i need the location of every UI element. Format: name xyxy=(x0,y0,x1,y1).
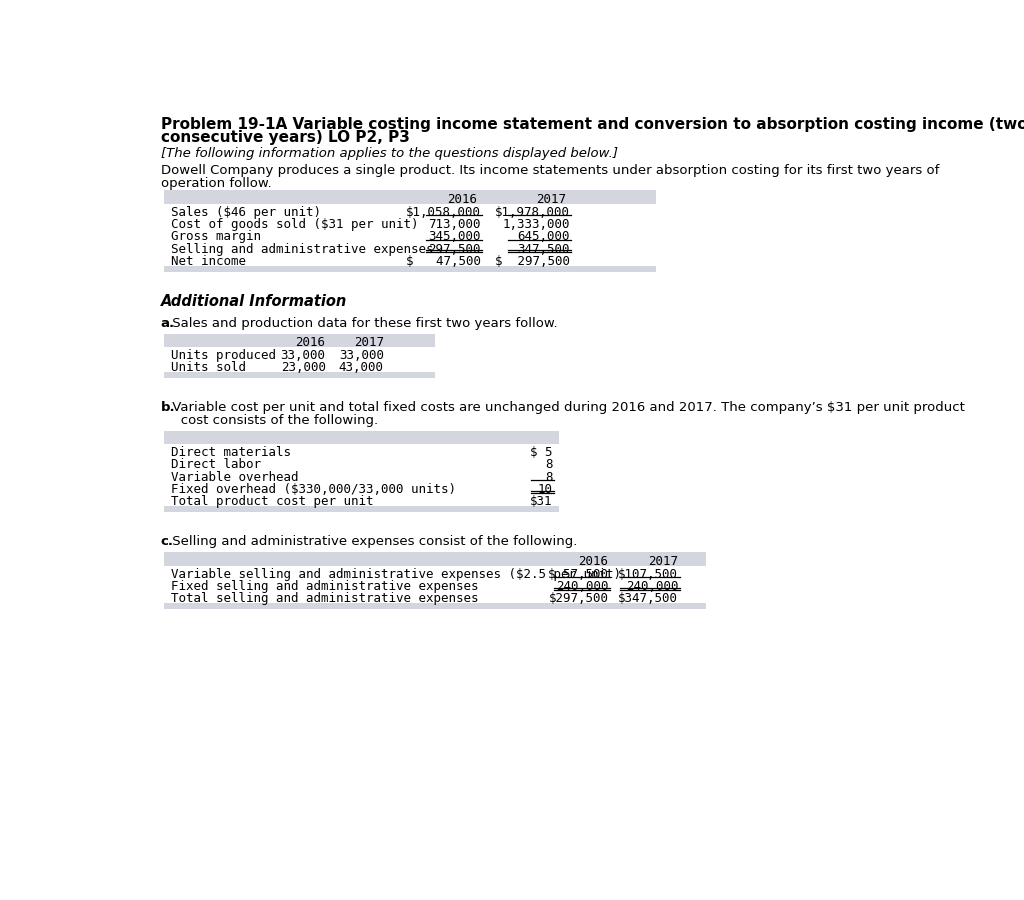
Text: 8: 8 xyxy=(545,471,553,483)
Text: $ 57,500: $ 57,500 xyxy=(549,568,608,580)
Text: $297,500: $297,500 xyxy=(549,592,608,606)
Text: 2017: 2017 xyxy=(648,554,678,568)
Text: 297,500: 297,500 xyxy=(428,243,480,256)
Text: $ 5: $ 5 xyxy=(530,446,553,459)
Bar xyxy=(164,430,559,445)
Bar xyxy=(164,360,435,372)
Text: Direct labor: Direct labor xyxy=(171,458,261,472)
Text: Sales and production data for these first two years follow.: Sales and production data for these firs… xyxy=(168,317,558,329)
Text: consecutive years) LO P2, P3: consecutive years) LO P2, P3 xyxy=(161,130,410,145)
Text: 240,000: 240,000 xyxy=(626,580,678,593)
Text: 240,000: 240,000 xyxy=(556,580,608,593)
Bar xyxy=(164,457,559,469)
Text: Additional Information: Additional Information xyxy=(161,293,347,309)
Text: Direct materials: Direct materials xyxy=(171,446,292,459)
Bar xyxy=(164,553,707,566)
Text: Problem 19-1A Variable costing income statement and conversion to absorption cos: Problem 19-1A Variable costing income st… xyxy=(161,117,1024,132)
Text: 33,000: 33,000 xyxy=(281,349,326,362)
Bar xyxy=(164,494,559,506)
Bar xyxy=(164,241,655,254)
Bar xyxy=(164,469,559,482)
Text: $347,500: $347,500 xyxy=(618,592,678,606)
Text: Fixed selling and administrative expenses: Fixed selling and administrative expense… xyxy=(171,580,479,593)
Bar xyxy=(164,229,655,241)
Bar xyxy=(164,603,707,609)
Bar xyxy=(164,579,707,590)
Text: 1,333,000: 1,333,000 xyxy=(502,218,569,231)
Text: $107,500: $107,500 xyxy=(618,568,678,580)
Text: Units sold: Units sold xyxy=(171,361,247,374)
Bar xyxy=(164,445,559,457)
Text: operation follow.: operation follow. xyxy=(161,176,271,190)
Text: b.: b. xyxy=(161,401,175,414)
Text: Units produced: Units produced xyxy=(171,349,276,362)
Text: 33,000: 33,000 xyxy=(339,349,384,362)
Bar xyxy=(164,566,707,579)
Text: 713,000: 713,000 xyxy=(428,218,480,231)
Text: Total product cost per unit: Total product cost per unit xyxy=(171,495,374,508)
Text: 43,000: 43,000 xyxy=(339,361,384,374)
Text: Total selling and administrative expenses: Total selling and administrative expense… xyxy=(171,592,479,606)
Text: $   47,500: $ 47,500 xyxy=(406,255,480,268)
Text: 347,500: 347,500 xyxy=(517,243,569,256)
Text: c.: c. xyxy=(161,536,173,548)
Text: Selling and administrative expenses consist of the following.: Selling and administrative expenses cons… xyxy=(168,536,578,548)
Text: $  297,500: $ 297,500 xyxy=(495,255,569,268)
Text: Variable overhead: Variable overhead xyxy=(171,471,299,483)
Text: 2016: 2016 xyxy=(446,193,477,206)
Text: Variable cost per unit and total fixed costs are unchanged during 2016 and 2017.: Variable cost per unit and total fixed c… xyxy=(168,401,966,414)
Text: Selling and administrative expenses: Selling and administrative expenses xyxy=(171,243,434,256)
Text: cost consists of the following.: cost consists of the following. xyxy=(168,414,379,427)
Bar xyxy=(164,372,435,378)
Text: Gross margin: Gross margin xyxy=(171,230,261,243)
Bar xyxy=(164,191,655,204)
Text: 2016: 2016 xyxy=(579,554,608,568)
Text: 8: 8 xyxy=(545,458,553,472)
Text: Cost of goods sold ($31 per unit): Cost of goods sold ($31 per unit) xyxy=(171,218,419,231)
Bar xyxy=(164,506,559,512)
Bar xyxy=(164,217,655,229)
Text: Dowell Company produces a single product. Its income statements under absorption: Dowell Company produces a single product… xyxy=(161,164,939,177)
Bar xyxy=(164,254,655,266)
Text: Net income: Net income xyxy=(171,255,247,268)
Text: 23,000: 23,000 xyxy=(281,361,326,374)
Bar xyxy=(164,590,707,603)
Text: Sales ($46 per unit): Sales ($46 per unit) xyxy=(171,206,322,219)
Text: 345,000: 345,000 xyxy=(428,230,480,243)
Text: Fixed overhead ($330,000/33,000 units): Fixed overhead ($330,000/33,000 units) xyxy=(171,483,457,496)
Text: 2017: 2017 xyxy=(353,336,384,349)
Bar xyxy=(164,347,435,360)
Bar xyxy=(164,482,559,494)
Bar xyxy=(164,204,655,217)
Text: $1,058,000: $1,058,000 xyxy=(406,206,480,219)
Text: 645,000: 645,000 xyxy=(517,230,569,243)
Bar xyxy=(164,266,655,272)
Text: a.: a. xyxy=(161,317,175,329)
Text: 10: 10 xyxy=(538,483,553,496)
Text: $1,978,000: $1,978,000 xyxy=(495,206,569,219)
Text: 2017: 2017 xyxy=(536,193,566,206)
Text: Variable selling and administrative expenses ($2.5 per unit): Variable selling and administrative expe… xyxy=(171,568,622,580)
Bar xyxy=(164,334,435,347)
Text: 2016: 2016 xyxy=(296,336,326,349)
Text: $31: $31 xyxy=(530,495,553,508)
Text: [The following information applies to the questions displayed below.]: [The following information applies to th… xyxy=(161,148,617,160)
